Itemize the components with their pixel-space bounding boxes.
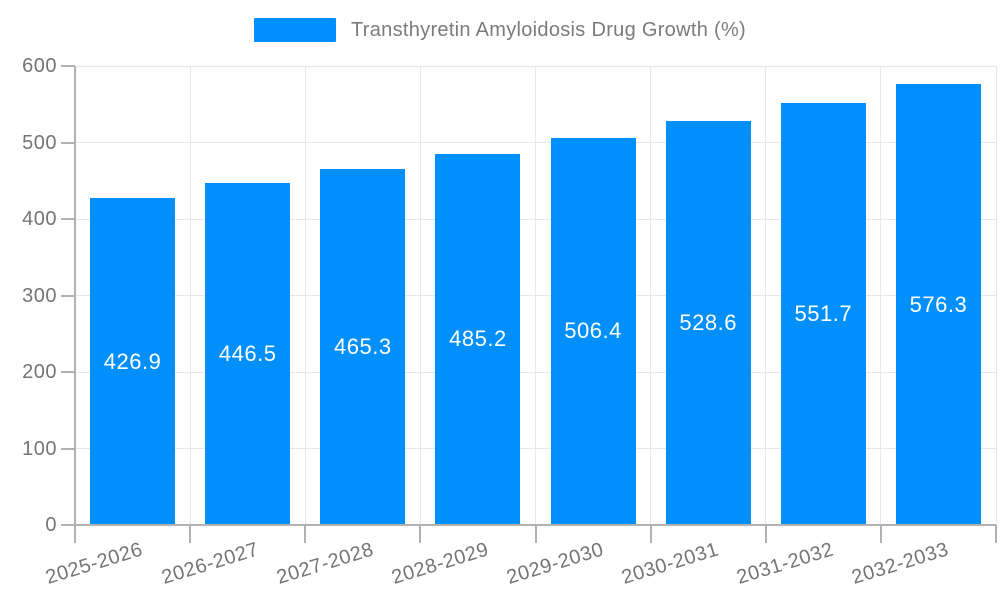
legend-swatch (253, 18, 336, 42)
y-axis-tick (61, 65, 75, 67)
x-gridline (535, 66, 536, 525)
x-gridline (304, 66, 306, 525)
x-axis-category-label: 2030-2031 (619, 538, 722, 589)
bar[interactable]: 465.3 (320, 169, 406, 525)
x-axis-category-label: 2031-2032 (734, 538, 837, 589)
x-axis-category-label: 2028-2029 (388, 538, 492, 589)
bar-value-label: 446.5 (218, 341, 277, 367)
y-axis-tick-label: 200 (22, 361, 57, 383)
y-axis-tick (61, 524, 75, 526)
x-axis-category-label: 2026-2027 (158, 538, 261, 589)
x-axis-tick (419, 525, 422, 543)
bar-value-label: 465.3 (334, 334, 392, 359)
bar[interactable]: 528.6 (665, 120, 751, 525)
bar-value-label: 576.3 (909, 291, 968, 317)
chart-legend[interactable]: Transthyretin Amyloidosis Drug Growth (%… (0, 18, 1000, 42)
bar-value-label: 551.7 (794, 300, 853, 326)
y-axis-tick-label: 600 (22, 55, 57, 77)
y-axis-tick (61, 218, 75, 220)
y-axis-tick (61, 141, 75, 144)
x-axis-tick (649, 525, 652, 543)
x-axis-category-label: 2029-2030 (504, 538, 607, 589)
bar-value-label: 485.2 (449, 326, 507, 352)
x-gridline (650, 66, 652, 525)
y-axis-tick (61, 294, 75, 297)
y-axis-line (74, 66, 76, 543)
legend-title: Transthyretin Amyloidosis Drug Growth (%… (350, 18, 746, 41)
y-axis-tick (61, 371, 75, 373)
x-axis-tick (764, 525, 767, 543)
x-axis-tick (879, 525, 882, 543)
y-axis-tick-label: 400 (22, 208, 57, 230)
bar[interactable]: 551.7 (780, 102, 866, 525)
x-gridline (189, 66, 191, 525)
x-axis-category-label: 2025-2026 (43, 538, 146, 589)
x-gridline (419, 66, 421, 525)
bar[interactable]: 485.2 (435, 153, 521, 525)
bar[interactable]: 426.9 (90, 198, 176, 525)
y-axis-tick-label: 100 (22, 437, 57, 460)
y-axis-tick-label: 0 (45, 514, 57, 536)
x-axis-tick (304, 525, 307, 543)
bar[interactable]: 446.5 (205, 183, 291, 525)
x-axis-tick (534, 525, 537, 543)
y-axis-tick-label: 300 (22, 284, 57, 307)
y-axis-tick (61, 447, 75, 450)
x-gridline (995, 66, 997, 525)
x-axis-tick (189, 525, 192, 543)
bar-value-label: 426.9 (103, 348, 162, 374)
x-axis-tick (995, 525, 997, 543)
x-axis-line (75, 524, 996, 526)
x-axis-category-label: 2032-2033 (849, 538, 952, 589)
bar[interactable]: 506.4 (550, 137, 636, 525)
x-gridline (880, 66, 882, 525)
x-gridline (765, 66, 767, 525)
bar-value-label: 528.6 (679, 309, 737, 335)
y-axis-tick-label: 500 (22, 131, 57, 154)
x-axis-category-label: 2027-2028 (273, 538, 377, 589)
bar-value-label: 506.4 (564, 318, 622, 344)
bar[interactable]: 576.3 (895, 84, 981, 525)
